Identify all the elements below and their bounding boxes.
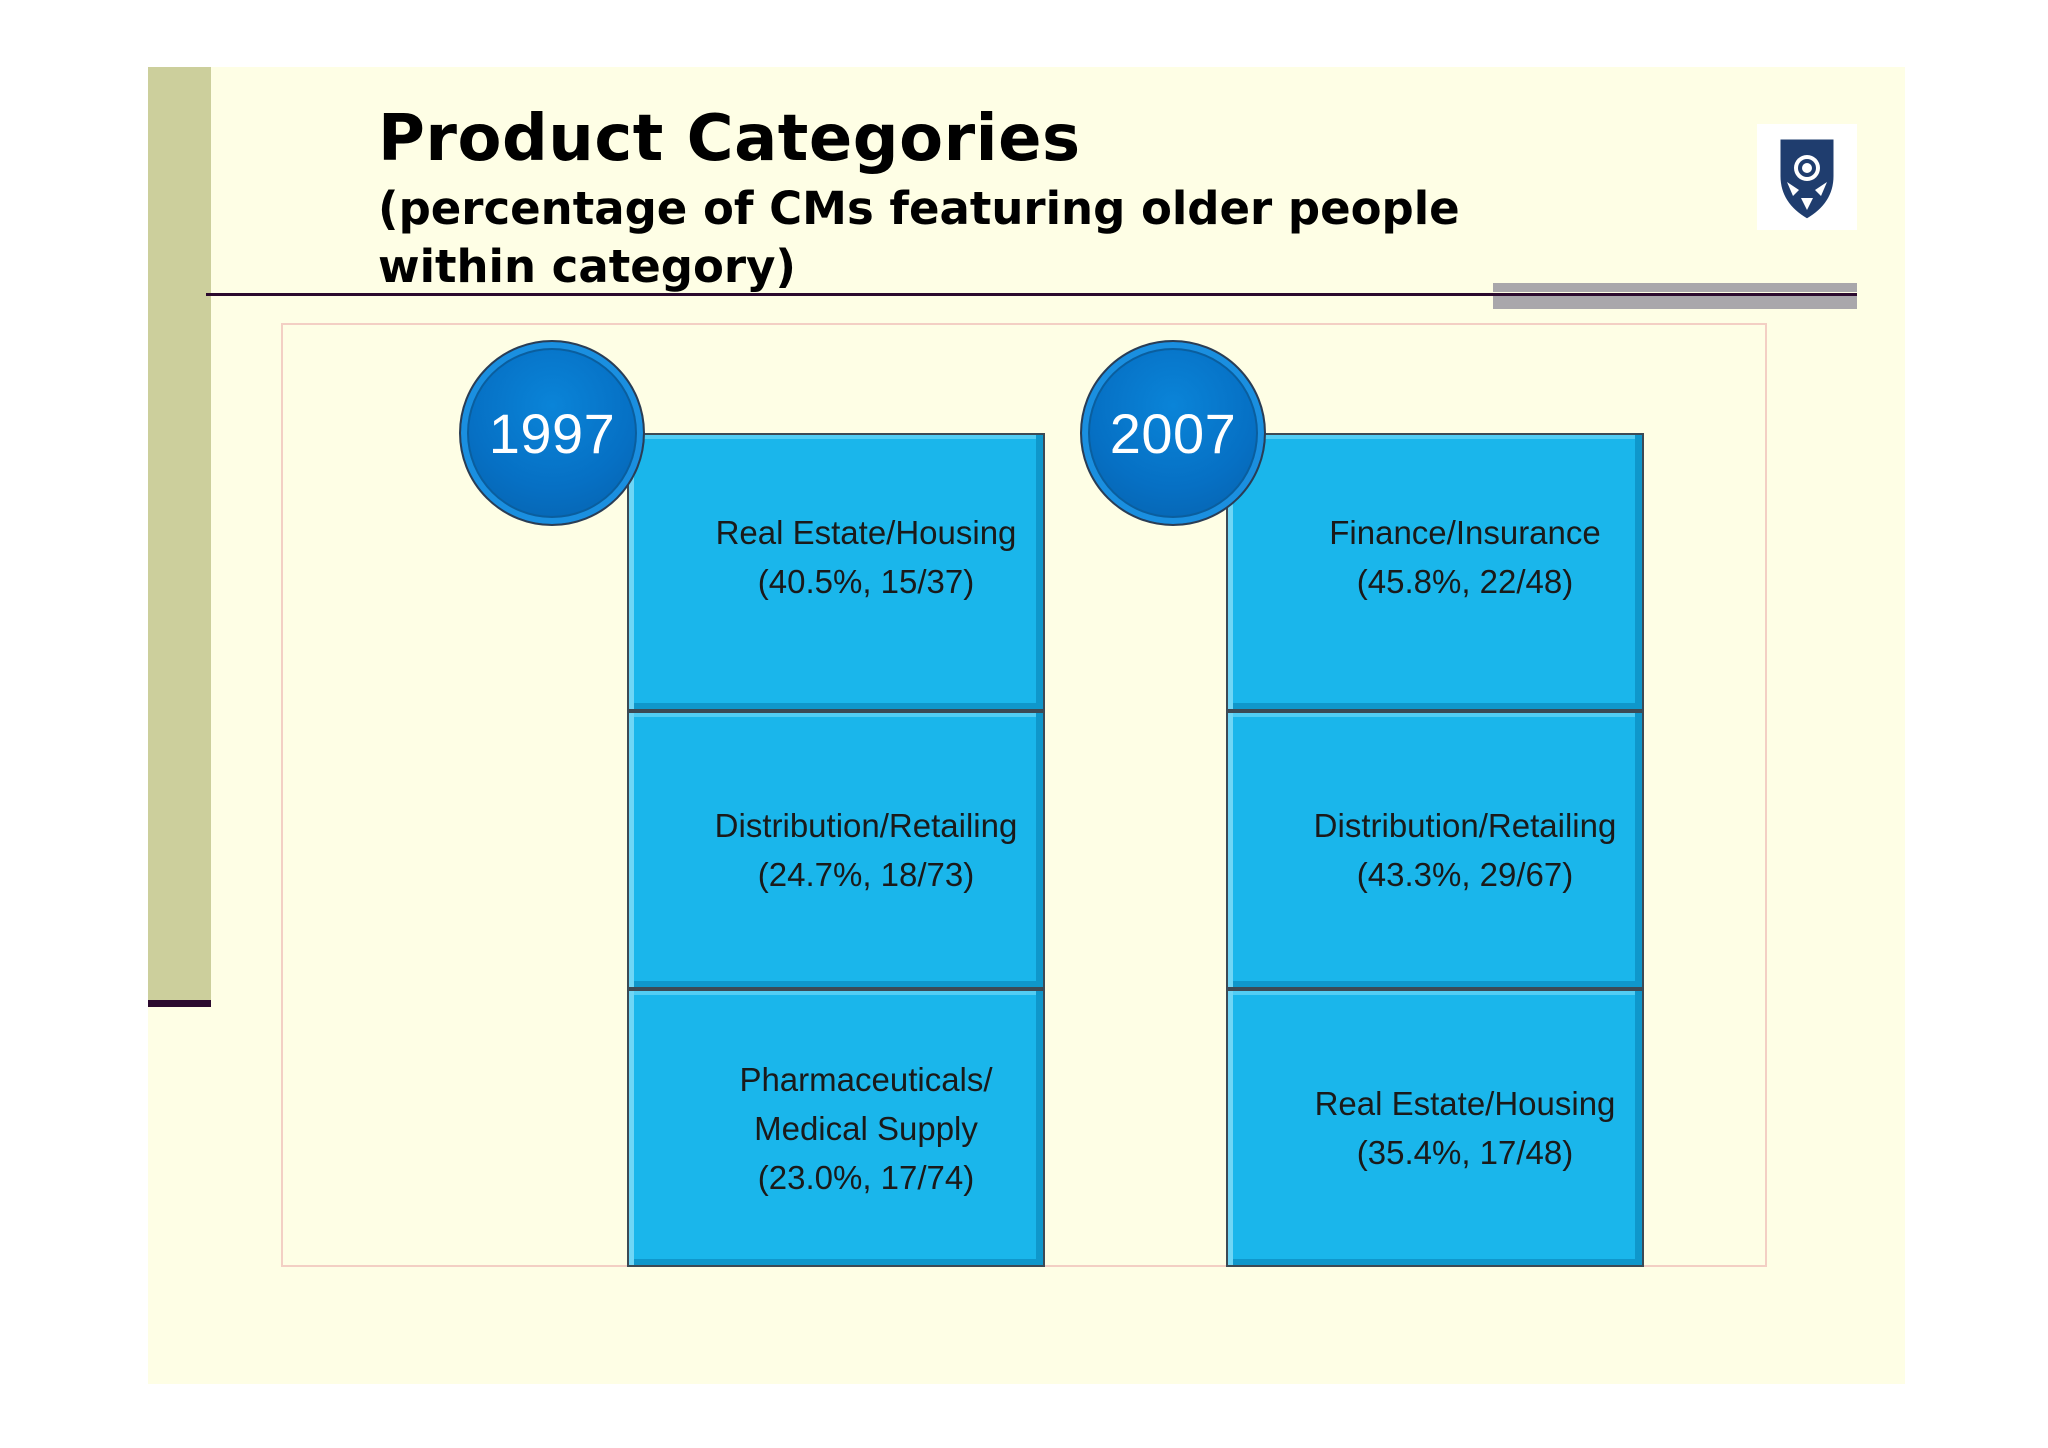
- category-box: Real Estate/Housing (40.5%, 15/37): [627, 433, 1045, 711]
- category-box: Distribution/Retailing (24.7%, 18/73): [627, 711, 1045, 989]
- category-name: Real Estate/Housing: [1314, 1085, 1616, 1122]
- column-1997: Real Estate/Housing (40.5%, 15/37) Distr…: [627, 433, 1045, 1267]
- category-box: Pharmaceuticals/ Medical Supply (23.0%, …: [627, 989, 1045, 1267]
- category-label: Finance/Insurance (45.8%, 22/48): [1228, 508, 1642, 606]
- year-badge-1997: 1997: [459, 340, 645, 526]
- category-box: Distribution/Retailing (43.3%, 29/67): [1226, 711, 1644, 989]
- category-stat: (35.4%, 17/48): [1356, 1134, 1574, 1171]
- category-label: Distribution/Retailing (24.7%, 18/73): [629, 801, 1043, 899]
- side-bar: [148, 67, 211, 1004]
- crest-shield-icon: [1757, 124, 1857, 230]
- category-stat: (23.0%, 17/74): [757, 1158, 975, 1196]
- slide-subtitle: (percentage of CMs featuring older peopl…: [378, 182, 1460, 293]
- category-name-line2: Medical Supply: [754, 1109, 978, 1147]
- category-stat: (24.7%, 18/73): [757, 856, 975, 893]
- year-badge-2007: 2007: [1080, 340, 1266, 526]
- category-name: Distribution/Retailing: [714, 807, 1018, 844]
- title-rule: [206, 293, 1857, 296]
- category-stat: (45.8%, 22/48): [1356, 563, 1574, 600]
- category-stat: (43.3%, 29/67): [1356, 856, 1574, 893]
- year-label: 1997: [488, 401, 616, 465]
- year-label: 2007: [1109, 401, 1237, 465]
- category-label: Real Estate/Housing (40.5%, 15/37): [629, 508, 1043, 606]
- category-stat: (40.5%, 15/37): [757, 563, 975, 600]
- category-name: Real Estate/Housing: [715, 514, 1017, 551]
- category-label: Distribution/Retailing (43.3%, 29/67): [1228, 801, 1642, 899]
- slide-title: Product Categories: [378, 102, 1081, 176]
- category-box: Finance/Insurance (45.8%, 22/48): [1226, 433, 1644, 711]
- category-name: Pharmaceuticals/: [739, 1060, 993, 1098]
- title-rule-accent: [1493, 283, 1857, 292]
- title-rule-accent-lower: [1493, 296, 1857, 309]
- column-2007: Finance/Insurance (45.8%, 22/48) Distrib…: [1226, 433, 1644, 1267]
- category-label: Pharmaceuticals/ Medical Supply (23.0%, …: [629, 1055, 1043, 1202]
- category-name: Finance/Insurance: [1329, 514, 1601, 551]
- category-name: Distribution/Retailing: [1313, 807, 1617, 844]
- category-box: Real Estate/Housing (35.4%, 17/48): [1226, 989, 1644, 1267]
- category-label: Real Estate/Housing (35.4%, 17/48): [1228, 1079, 1642, 1177]
- side-bar-underline: [148, 1000, 211, 1007]
